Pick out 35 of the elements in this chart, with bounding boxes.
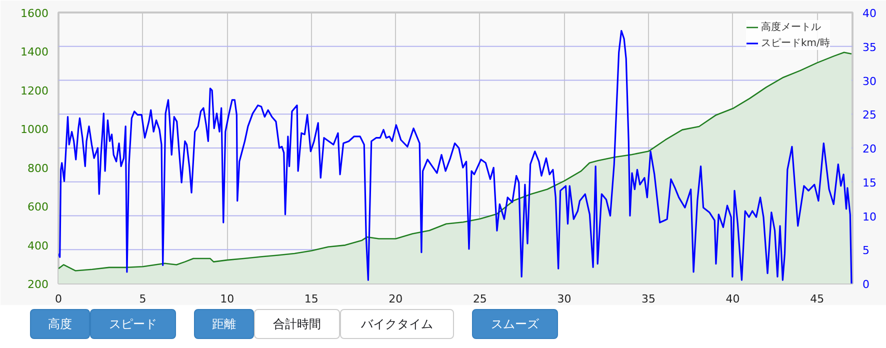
text: 高度 xyxy=(30,309,90,339)
y-tick-label: 200 xyxy=(28,278,49,291)
legend-label: スピードkm/時 xyxy=(761,36,830,50)
text: バイクタイム xyxy=(340,309,454,339)
x-tick-label: 45 xyxy=(810,292,824,306)
y-tick-label: 600 xyxy=(28,200,49,214)
y2-tick-label: 35 xyxy=(862,40,876,54)
x-tick-label: 30 xyxy=(557,292,572,306)
y-tick-label: 1200 xyxy=(20,84,49,98)
y-tick-label: 400 xyxy=(28,239,49,252)
y2-tick-label: 20 xyxy=(862,142,876,156)
x-tick-label: 5 xyxy=(139,292,146,306)
x-tick-label: 0 xyxy=(55,292,62,306)
x-tick-label: 40 xyxy=(726,292,740,306)
y-tick-label: 1600 xyxy=(20,7,49,20)
y2-tick-label: 10 xyxy=(862,210,876,224)
y-tick-label: 1400 xyxy=(20,46,49,59)
y-tick-label: 800 xyxy=(28,162,49,175)
y2-tick-label: 0 xyxy=(862,278,870,291)
legend-label: 高度メートル xyxy=(761,20,821,34)
y-tick-label: 1000 xyxy=(20,123,49,136)
y2-tick-label: 30 xyxy=(862,74,876,88)
x-tick-label: 35 xyxy=(642,292,656,306)
x-tick-label: 20 xyxy=(388,292,403,306)
y2-tick-label: 40 xyxy=(862,7,876,20)
y2-tick-label: 5 xyxy=(862,244,870,258)
y2-tick-label: 15 xyxy=(862,176,876,190)
text: 距離 xyxy=(194,309,254,339)
y2-tick-label: 25 xyxy=(862,108,876,122)
text: スムーズ xyxy=(472,309,558,339)
text: 合計時間 xyxy=(254,309,340,339)
text: スピード xyxy=(90,309,176,339)
x-tick-label: 15 xyxy=(304,292,318,306)
x-tick-label: 10 xyxy=(220,292,234,306)
x-tick-label: 25 xyxy=(472,292,487,306)
